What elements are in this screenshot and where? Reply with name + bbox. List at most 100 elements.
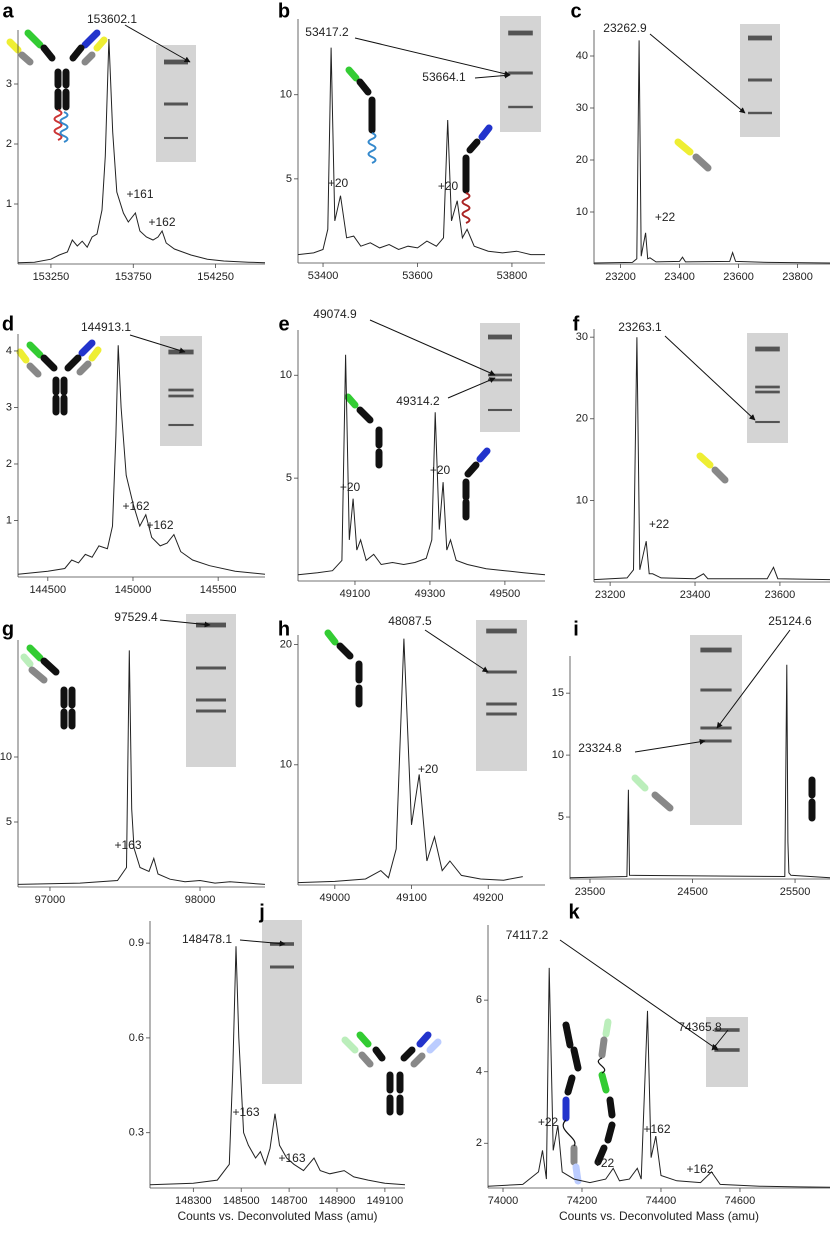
cartoon-domain	[6, 38, 22, 54]
spectrum-line	[17, 650, 266, 885]
gel-band	[196, 709, 226, 713]
peak-annotation: 53417.2	[305, 25, 349, 39]
panel-label: c	[570, 0, 581, 22]
x-tick-label: 148500	[223, 1195, 260, 1207]
gel-band	[488, 373, 512, 377]
gel-band	[508, 30, 533, 36]
panel-label: g	[2, 618, 14, 640]
x-tick-label: 149100	[367, 1195, 404, 1207]
y-tick-label: 2	[6, 458, 12, 470]
peak-annotation: 153602.1	[87, 12, 137, 26]
spectrum-line	[17, 345, 266, 575]
cartoon-domain	[711, 466, 729, 484]
cartoon-domain	[324, 629, 339, 646]
gel-band	[748, 35, 772, 41]
spectrum-line	[17, 38, 266, 264]
peak-annotation: +163	[114, 838, 141, 852]
x-axis-label: Counts vs. Deconvoluted Mass (amu)	[177, 1209, 377, 1223]
spectrum-line	[569, 664, 831, 879]
gel-image	[262, 920, 302, 1084]
cartoon-helix	[53, 109, 63, 141]
gel-band	[488, 378, 512, 382]
cartoon-domain	[564, 1074, 576, 1096]
x-tick-label: 148300	[175, 1195, 212, 1207]
spectrum-line	[593, 337, 831, 581]
x-tick-label: 23800	[782, 271, 813, 283]
y-tick-label: 15	[552, 687, 564, 699]
x-tick-label: 49300	[415, 588, 446, 600]
peak-annotation: +22	[538, 1115, 559, 1129]
peak-annotation: 23324.8	[578, 741, 622, 755]
peak-annotation: 148478.1	[182, 932, 232, 946]
cartoon-domain	[426, 1038, 442, 1054]
cartoon-domain	[410, 1052, 426, 1068]
spectrum-line	[297, 47, 545, 256]
cartoon-domain	[692, 153, 712, 172]
peak-annotation: +163	[232, 1105, 259, 1119]
y-tick-label: 10	[280, 369, 292, 381]
cartoon-helix	[59, 111, 69, 143]
arrow	[124, 24, 191, 63]
gel-band	[488, 408, 512, 412]
cartoon-domain	[606, 1096, 616, 1119]
cartoon-domain	[416, 1031, 432, 1048]
x-tick-label: 23600	[765, 589, 796, 601]
gel-band	[168, 394, 194, 398]
panel-label: b	[278, 0, 290, 22]
x-tick-label: 98000	[185, 894, 216, 906]
cartoon-domain	[562, 1021, 574, 1049]
y-tick-label: 1	[6, 198, 12, 210]
y-tick-label: 0.3	[129, 1127, 144, 1139]
cartoon-domain	[674, 138, 694, 156]
peak-annotation: 97529.4	[114, 610, 158, 624]
peak-annotation: 23263.1	[618, 320, 662, 334]
peak-annotation: 48087.5	[388, 614, 432, 628]
x-tick-label: 145000	[115, 584, 152, 596]
x-tick-label: 49000	[320, 892, 351, 904]
x-tick-label: 53600	[402, 270, 433, 282]
x-tick-label: 23400	[664, 271, 695, 283]
spectrum-line	[487, 967, 831, 1188]
gel-band	[714, 1028, 740, 1032]
panel-label: i	[573, 618, 579, 640]
spectrum-line	[149, 946, 406, 1186]
peak-annotation: +162	[146, 518, 173, 532]
gel-band	[270, 965, 294, 969]
y-tick-label: 30	[576, 102, 588, 114]
y-tick-label: 10	[576, 494, 588, 506]
cartoon-linker	[597, 1057, 606, 1074]
peak-annotation: +163	[278, 1151, 305, 1165]
cartoon-domain	[356, 1031, 372, 1048]
gel-image	[690, 635, 742, 825]
cartoon-domain	[372, 1046, 386, 1062]
cartoon-domain	[696, 452, 714, 469]
arrow	[711, 1029, 729, 1051]
x-tick-label: 23400	[680, 589, 711, 601]
gel-band	[196, 698, 226, 702]
cartoon-domain	[464, 461, 480, 478]
cartoon-domain	[602, 1018, 612, 1038]
arrow	[559, 939, 719, 1051]
peak-annotation: 53664.1	[422, 70, 466, 84]
gel-band	[700, 688, 732, 692]
gel-band	[714, 1048, 740, 1052]
y-tick-label: 4	[6, 345, 12, 357]
gel-image	[186, 614, 236, 767]
gel-band	[164, 136, 188, 140]
cartoon-domain	[651, 791, 674, 812]
gel-band	[755, 420, 780, 424]
x-tick-label: 153750	[115, 271, 152, 283]
cartoon-domain	[20, 653, 34, 668]
x-tick-label: 148700	[271, 1195, 308, 1207]
x-tick-label: 49100	[396, 892, 427, 904]
gel-band	[748, 78, 772, 82]
cartoon-domain	[64, 354, 82, 372]
panel-label: j	[258, 901, 265, 923]
y-tick-label: 0.9	[129, 937, 144, 949]
x-tick-label: 23200	[605, 271, 636, 283]
cartoon-domain	[26, 341, 44, 359]
gel-band	[755, 346, 780, 352]
y-tick-label: 40	[576, 50, 588, 62]
y-tick-label: 10	[280, 759, 292, 771]
cartoon-domain	[24, 29, 44, 49]
